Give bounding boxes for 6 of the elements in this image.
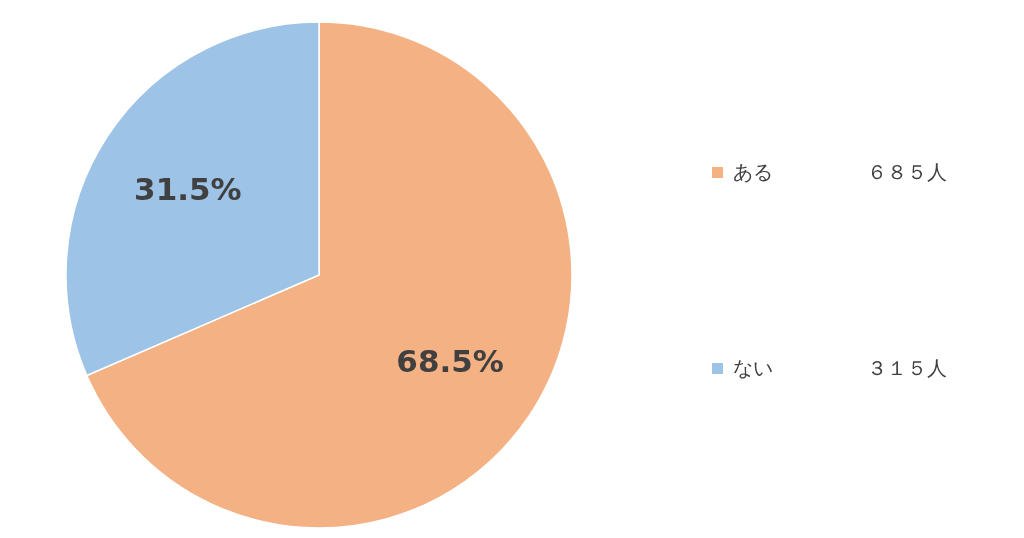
legend-label: ない	[733, 354, 774, 382]
data-label: 68.5%	[396, 343, 504, 380]
text: ３１５人	[867, 354, 947, 382]
legend-label: ある	[733, 158, 774, 186]
text: ６８５人	[867, 158, 947, 186]
data-label: 31.5%	[134, 170, 242, 207]
